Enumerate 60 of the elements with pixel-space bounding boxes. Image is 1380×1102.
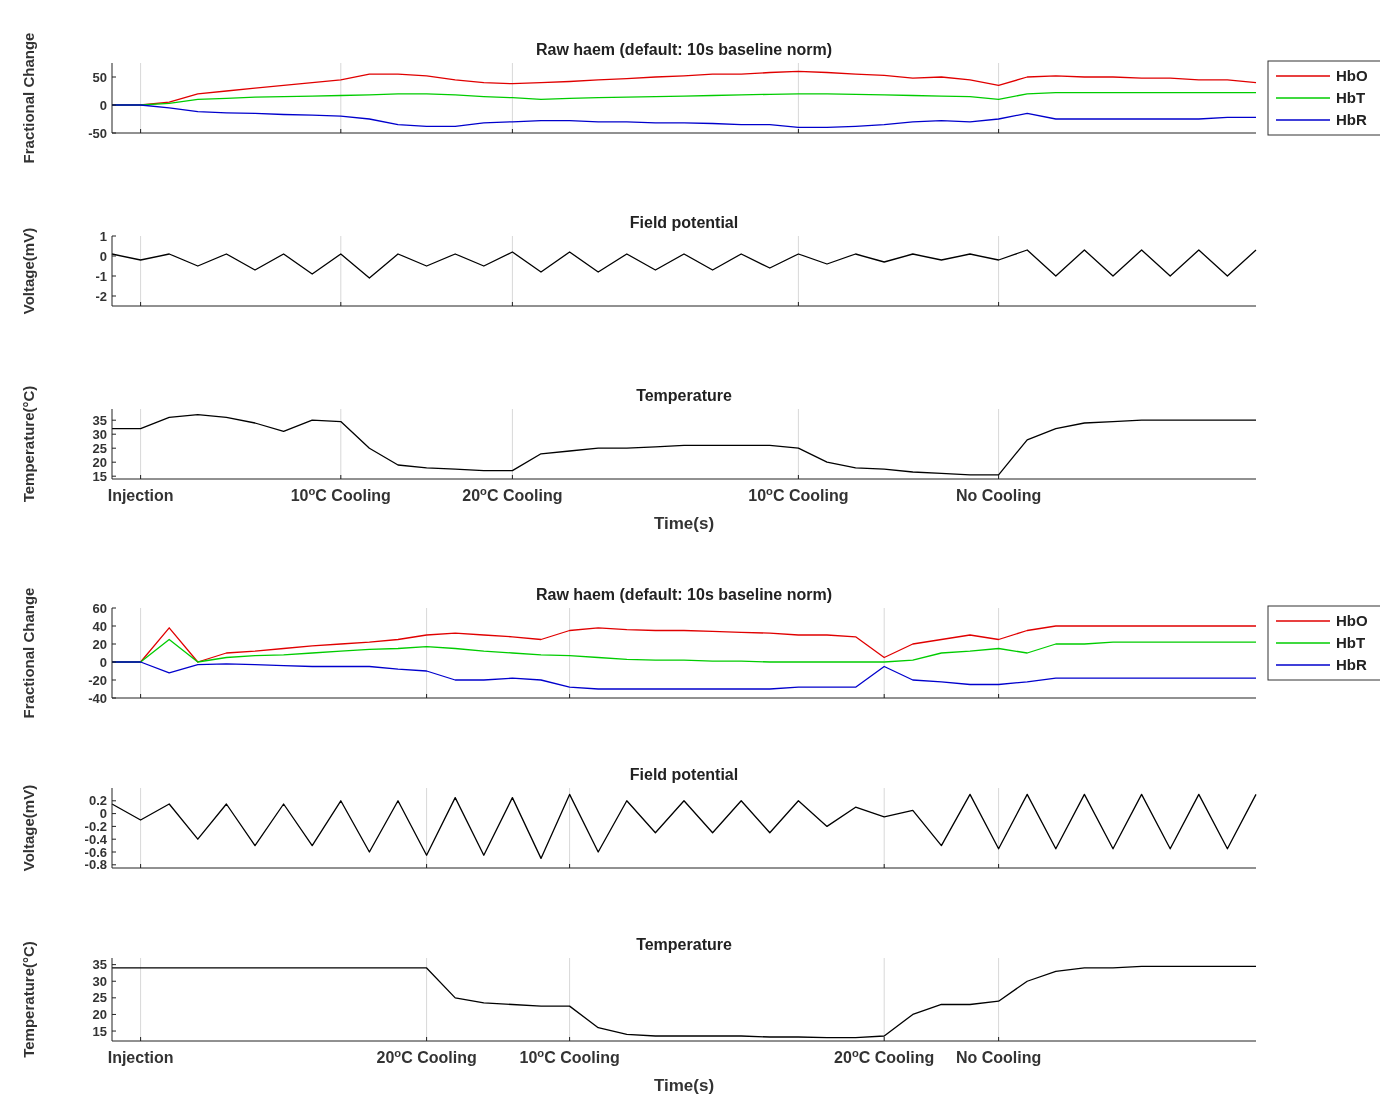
line-series (111, 793, 1257, 860)
y-tick-label: 60 (92, 600, 107, 616)
y-axis-title: Fractional Change (20, 587, 37, 719)
x-tick-label: 20$^{o}$C Cooling (376, 1047, 477, 1066)
x-tick-label: No Cooling (955, 1049, 1042, 1066)
x-tick-label: Injection (107, 1049, 174, 1066)
y-tick-label: 0 (99, 97, 107, 113)
y-tick-label: 15 (92, 1023, 107, 1039)
legend-label: HbR (1336, 656, 1367, 674)
chart-title: Raw haem (default: 10s baseline norm) (535, 41, 833, 58)
legend-label: HbT (1336, 634, 1366, 652)
x-tick-label: 10$^{o}$C Cooling (290, 485, 391, 504)
chart-title: Temperature (636, 936, 732, 953)
legend-label: HbT (1336, 89, 1366, 107)
y-tick-label: 30 (92, 426, 107, 442)
y-axis-title: Temperature(°C) (20, 385, 37, 503)
legend-label: HbO (1336, 612, 1368, 630)
chart-title: Temperature (636, 387, 732, 404)
y-tick-label: 40 (92, 618, 107, 634)
y-axis-title: Fractional Change (20, 32, 37, 164)
x-axis-title: Time(s) (653, 1076, 715, 1095)
y-tick-label: 30 (92, 973, 107, 989)
chart-title: Field potential (629, 766, 739, 783)
y-axis-title: Temperature(°C) (20, 941, 37, 1058)
x-tick-label: 20$^{o}$C Cooling (834, 1047, 935, 1066)
y-tick-label: 15 (92, 468, 107, 484)
x-tick-label: No Cooling (955, 487, 1042, 504)
y-tick-label: -0.4 (84, 831, 108, 847)
y-tick-label: 25 (92, 990, 107, 1006)
chart-title: Raw haem (default: 10s baseline norm) (535, 586, 833, 603)
y-tick-label: 20 (92, 454, 107, 470)
x-tick-label: 10$^{o}$C Cooling (748, 485, 849, 504)
y-tick-label: 25 (92, 440, 107, 456)
x-tick-label: 20$^{o}$C Cooling (462, 485, 563, 504)
y-tick-label: 0.2 (88, 793, 107, 809)
y-tick-label: 0 (99, 248, 107, 264)
y-tick-label: -50 (88, 125, 107, 141)
y-tick-label: -1 (95, 268, 107, 284)
y-tick-label: 20 (92, 1006, 107, 1022)
legend-label: HbO (1336, 67, 1368, 85)
line-series (111, 413, 1257, 476)
y-tick-label: -0.8 (84, 857, 107, 873)
y-tick-label: -2 (95, 288, 107, 304)
legend-label: HbR (1336, 111, 1367, 129)
line-series (111, 249, 1257, 279)
x-tick-label: Injection (107, 487, 174, 504)
y-tick-label: 0 (99, 654, 107, 670)
y-tick-label: -40 (88, 690, 107, 706)
x-axis-title: Time(s) (653, 514, 715, 533)
y-tick-label: 35 (92, 957, 107, 973)
y-axis-title: Voltage(mV) (20, 784, 37, 872)
y-axis-title: Voltage(mV) (20, 227, 37, 315)
y-tick-label: -20 (88, 672, 107, 688)
y-tick-label: 1 (99, 228, 107, 244)
y-tick-label: 20 (92, 636, 107, 652)
chart-title: Field potential (629, 214, 739, 231)
y-tick-label: 50 (92, 69, 107, 85)
y-tick-label: 35 (92, 412, 107, 428)
y-tick-label: -0.6 (84, 844, 107, 860)
x-tick-label: 10$^{o}$C Cooling (519, 1047, 620, 1066)
